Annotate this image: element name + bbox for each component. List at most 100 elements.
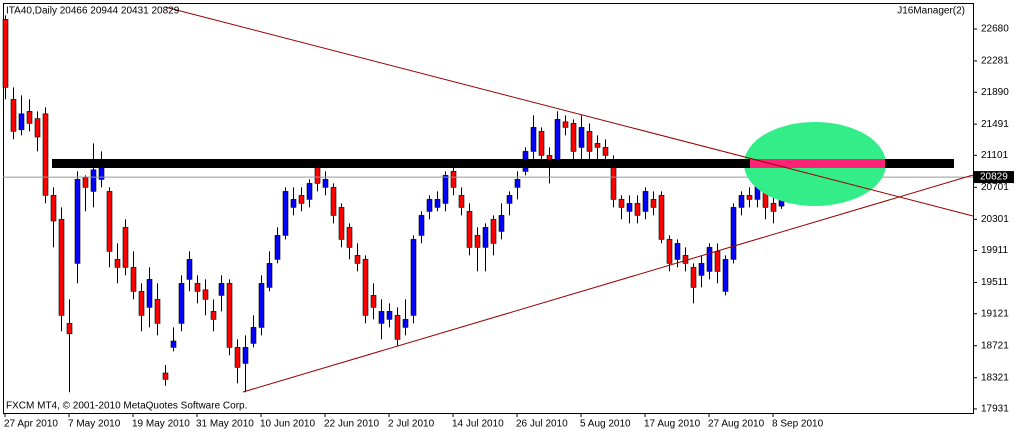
footer: FXCM MT4, © 2001-2010 MetaQuotes Softwar… xyxy=(6,401,247,412)
candle-body xyxy=(642,191,649,212)
candle-body xyxy=(650,199,657,208)
y-tick-label: 20301 xyxy=(981,214,1009,225)
candle-body xyxy=(154,299,161,324)
candle-body xyxy=(218,283,225,296)
candle-body xyxy=(298,195,305,204)
candle-body xyxy=(194,283,201,292)
candle-body xyxy=(410,239,417,316)
candle-body xyxy=(66,323,73,335)
candle-body xyxy=(122,227,129,268)
candle-body xyxy=(362,259,369,316)
y-tick-label: 19121 xyxy=(981,308,1009,319)
x-tick-label: 5 Aug 2010 xyxy=(580,419,631,430)
candle-body xyxy=(690,267,697,288)
candle-body xyxy=(74,179,81,264)
lower-trendline xyxy=(242,174,974,393)
candle-body xyxy=(106,191,113,252)
drawings xyxy=(52,6,974,393)
plot-area xyxy=(3,3,974,414)
x-tick-label: 27 Apr 2010 xyxy=(4,419,58,430)
candle-body xyxy=(738,195,745,208)
candle-body xyxy=(354,255,361,264)
x-tick-label: 26 Jul 2010 xyxy=(516,419,568,430)
candle-body xyxy=(698,263,705,276)
indicator-label: J16Manager(2) xyxy=(897,6,965,17)
candle-body xyxy=(402,319,409,328)
y-tick-label: 21101 xyxy=(981,150,1009,161)
x-tick-label: 14 Jul 2010 xyxy=(452,419,504,430)
candle-body xyxy=(330,187,337,216)
candle-body xyxy=(426,199,433,212)
candle-body xyxy=(570,123,577,152)
candle-body xyxy=(10,99,17,132)
candle-body xyxy=(370,295,377,308)
current-price-box xyxy=(974,171,1014,184)
candle-body xyxy=(746,195,753,200)
highlight-band xyxy=(750,159,885,168)
y-tick-label: 21890 xyxy=(981,87,1009,98)
candle-body xyxy=(434,199,441,208)
candle-body xyxy=(290,199,297,208)
candle-body xyxy=(394,315,401,340)
candle-body xyxy=(658,195,665,240)
candle-body xyxy=(258,283,265,328)
candle-body xyxy=(554,119,561,160)
candle-body xyxy=(730,207,737,260)
candle-body xyxy=(114,259,121,268)
candle-body xyxy=(674,243,681,260)
x-tick-label: 2 Jul 2010 xyxy=(388,419,435,430)
candle-body xyxy=(26,111,33,124)
candle-body xyxy=(506,195,513,204)
candle-body xyxy=(42,113,49,196)
candle-body xyxy=(714,251,721,272)
candle-body xyxy=(722,259,729,292)
y-tick-label: 18321 xyxy=(981,372,1009,383)
candle-body xyxy=(2,19,9,88)
candle-body xyxy=(514,179,521,188)
candle-body xyxy=(234,347,241,368)
x-tick-label: 22 Jun 2010 xyxy=(324,419,379,430)
y-tick-label: 19911 xyxy=(981,245,1009,256)
candle-body xyxy=(378,311,385,324)
y-tick-label: 18721 xyxy=(981,340,1009,351)
y-tick-label: 22281 xyxy=(981,56,1009,67)
candle-body xyxy=(530,127,537,152)
candle-body xyxy=(242,347,249,364)
candle-body xyxy=(306,183,313,200)
y-tick-label: 17931 xyxy=(981,404,1009,415)
candle-body xyxy=(386,311,393,320)
candle-body xyxy=(458,195,465,208)
x-tick-label: 7 May 2010 xyxy=(68,419,121,430)
candle-body xyxy=(314,167,321,184)
candle-body xyxy=(490,219,497,244)
candle-body xyxy=(202,289,209,300)
x-tick-label: 19 May 2010 xyxy=(132,419,190,430)
candle-body xyxy=(498,215,505,232)
candle-body xyxy=(210,311,217,320)
y-tick-label: 21491 xyxy=(981,119,1009,130)
candle-body xyxy=(186,259,193,280)
candle-body xyxy=(338,207,345,240)
candle-body xyxy=(50,195,57,222)
candle-body xyxy=(226,283,233,348)
candle-body xyxy=(266,263,273,288)
candle-body xyxy=(322,179,329,188)
candle-body xyxy=(418,215,425,236)
candle-body xyxy=(18,113,25,131)
candle-body xyxy=(178,283,185,324)
upper-trendline xyxy=(164,6,974,217)
candle-body xyxy=(58,219,65,316)
candle-body xyxy=(450,171,457,188)
candle-body xyxy=(146,279,153,308)
x-tick-label: 31 May 2010 xyxy=(196,419,254,430)
candle-body xyxy=(682,255,689,264)
candle-body xyxy=(90,169,97,192)
candle-body xyxy=(138,291,145,316)
candle-body xyxy=(442,175,449,204)
x-tick-label: 10 Jun 2010 xyxy=(260,419,315,430)
candle-body xyxy=(586,131,593,152)
candle-body xyxy=(34,118,41,138)
candle-body xyxy=(634,203,641,216)
